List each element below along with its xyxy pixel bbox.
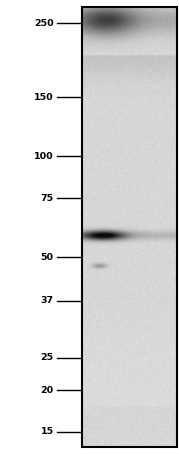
Text: 50: 50 [41,252,54,262]
Text: 15: 15 [41,427,54,436]
Text: 150: 150 [34,93,54,102]
Text: 20: 20 [41,385,54,395]
Text: 250: 250 [34,19,54,28]
Text: 100: 100 [34,152,54,161]
Text: 25: 25 [41,353,54,362]
Bar [82,7,177,447]
Text: 37: 37 [41,296,54,305]
Text: 75: 75 [41,194,54,202]
